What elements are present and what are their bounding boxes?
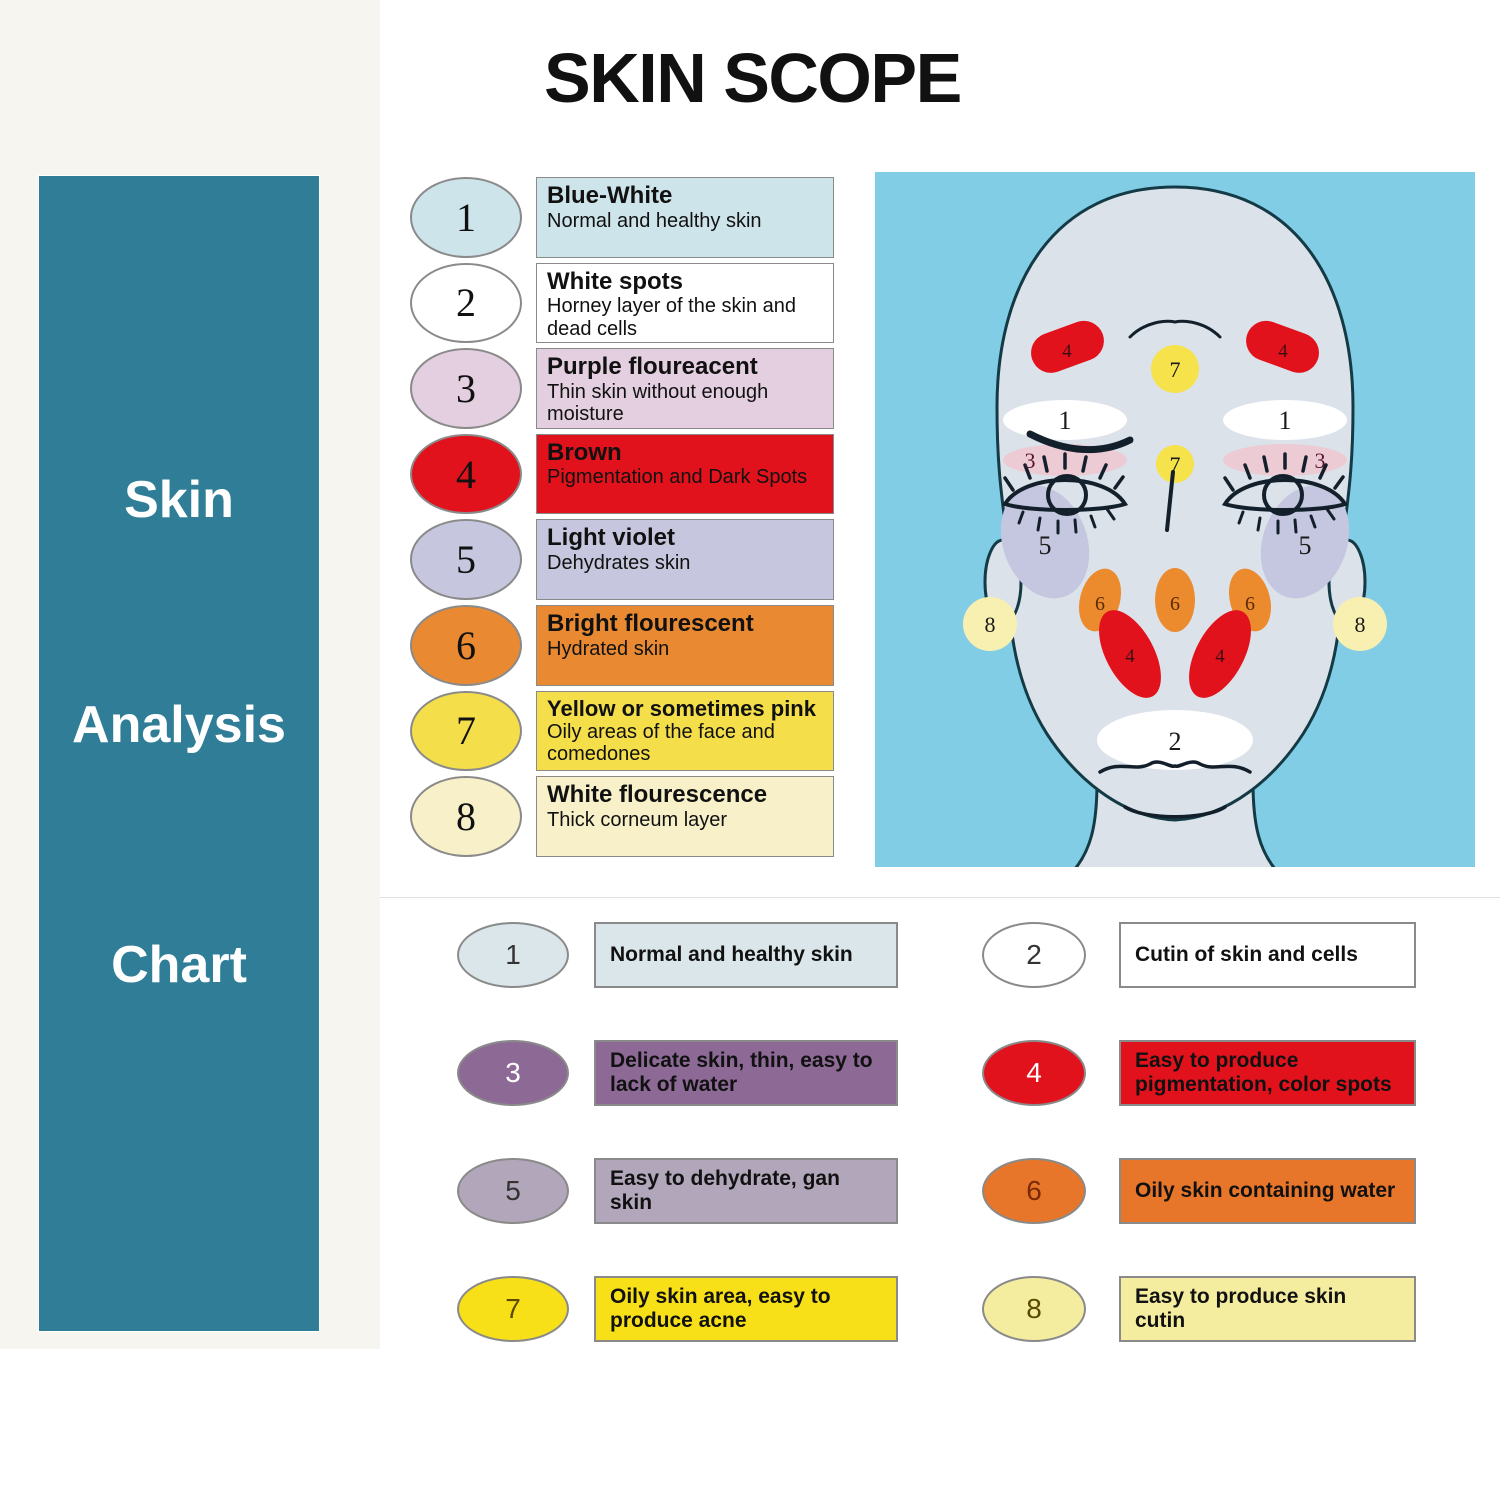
svg-text:4: 4 [1215,646,1225,667]
svg-text:7: 7 [1170,357,1181,382]
svg-text:2: 2 [1169,727,1182,756]
svg-text:8: 8 [1355,612,1366,637]
svg-text:3: 3 [1025,448,1036,473]
svg-text:1: 1 [1279,406,1292,435]
svg-text:6: 6 [1095,593,1105,615]
svg-text:8: 8 [985,612,996,637]
svg-text:4: 4 [1125,646,1135,667]
svg-text:4: 4 [1278,341,1288,362]
svg-text:5: 5 [1299,531,1312,560]
svg-text:6: 6 [1245,593,1255,615]
svg-text:6: 6 [1170,593,1180,615]
svg-text:3: 3 [1315,448,1326,473]
svg-text:5: 5 [1039,531,1052,560]
svg-text:7: 7 [1170,452,1181,477]
svg-text:1: 1 [1059,406,1072,435]
svg-text:4: 4 [1062,341,1072,362]
